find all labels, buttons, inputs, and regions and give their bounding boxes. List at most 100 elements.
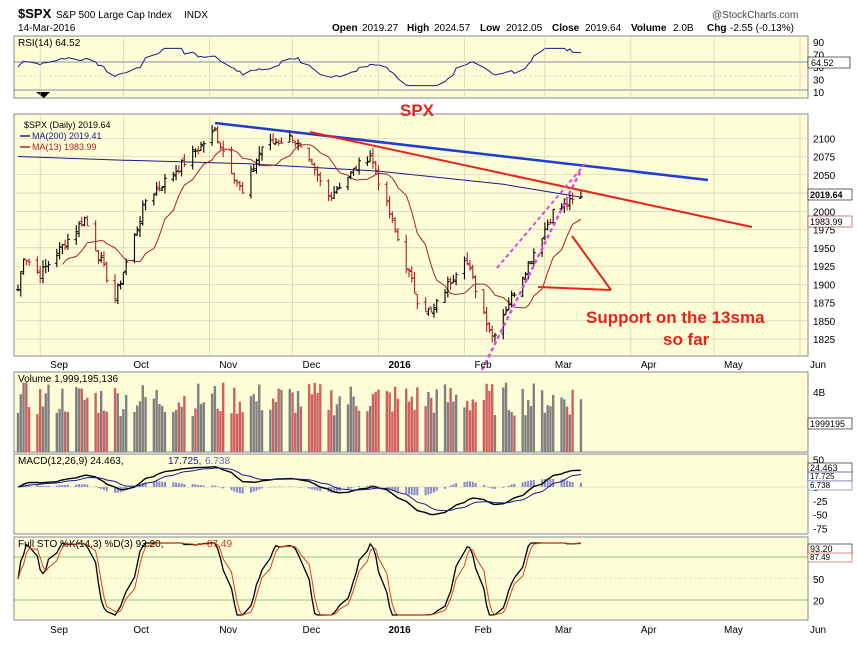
volume-bar [203,402,205,452]
macd-histogram-bar [103,487,105,490]
macd-histogram-bar [411,487,413,495]
volume-bar [494,415,496,452]
price-tick-label: 1875 [813,299,836,310]
volume-bar [563,399,565,452]
volume-bar [36,414,38,452]
macd-histogram-bar [569,481,571,487]
volume-bar [178,402,180,452]
volume-bar [289,389,291,452]
volume-bar [560,397,562,452]
volume-bar [58,409,60,452]
month-tick-label: Apr [641,360,657,371]
header: $SPX S&P 500 Large Cap Index INDX 14-Mar… [18,6,798,34]
volume-bar [197,384,199,452]
volume-bar [139,401,141,452]
volume-bar [472,399,474,452]
volume-bar [314,383,316,452]
volume-bar [552,395,554,452]
low-label: Low [480,23,500,34]
rsi-label: RSI(14) 64.52 [18,38,81,49]
volume-bar [261,410,263,452]
month-tick-label: 2016 [388,625,411,636]
volume-bar [352,397,354,452]
macd-histogram-bar [466,481,468,487]
price-tick-label: 2075 [813,153,836,164]
macd-histogram-bar [472,482,474,487]
month-tick-label: Sep [50,360,68,371]
macd-histogram-bar [255,487,257,491]
volume-bar [569,415,571,452]
macd-histogram-bar [194,484,196,487]
volume-bar [488,391,490,452]
macd-histogram-bar [430,487,432,494]
volume-bar [336,404,338,452]
volume-bar [513,416,515,452]
macd-histogram-bar [486,486,488,487]
volume-bar [530,406,532,452]
volume-bar [549,406,551,452]
macd-histogram-bar [561,479,563,487]
volume-bar [424,406,426,452]
macd-histogram-bar [214,486,216,487]
volume-bar [452,402,454,452]
macd-panel: MACD(12,26,9) 24.463, 17.725, 6.738 5025… [14,454,852,535]
exchange: INDX [184,10,208,21]
sto-panel: Full STO %K(14,3) %D(3) 93.20, 87.49 805… [14,537,852,636]
month-tick-label: Feb [474,625,492,636]
volume-bar [103,411,105,452]
volume-bar [447,402,449,452]
macd-histogram-bar [161,482,163,487]
macd-histogram-bar [513,484,515,487]
macd-histogram-bar [405,487,407,494]
volume-bar [544,413,546,452]
volume-bar [405,389,407,452]
volume-label: Volume [631,23,667,34]
macd-tick-label: -25 [813,497,828,508]
annotation-line2: so far [663,330,710,349]
month-tick-label: Dec [303,625,321,636]
macd-histogram-bar [408,487,410,495]
vol-tick-4b: 4B [813,388,826,399]
macd-histogram-bar [316,487,318,491]
volume-bar [375,392,377,452]
symbol: $SPX [18,6,52,21]
volume-bar [521,389,523,452]
macd-histogram-bar [156,481,158,487]
volume-bar [233,388,235,452]
volume-bar [47,385,49,452]
month-tick-label: Feb [474,360,492,371]
macd-histogram-bar [397,487,399,492]
macd-histogram-bar [84,484,86,487]
close-badge-text: 2019.64 [810,190,843,200]
macd-histogram-bar [183,484,185,487]
macd-hist-badge-text: 6.738 [810,481,831,490]
chg-value: -2.55 (-0.13%) [730,23,794,34]
macd-histogram-bar [197,485,199,487]
macd-histogram-bar [414,487,416,495]
volume-bar [436,389,438,452]
volume-bar [106,412,108,452]
volume-bar [580,399,582,452]
macd-histogram-bar [175,483,177,487]
volume-bar [222,383,224,452]
chart-date: 14-Mar-2016 [18,23,76,34]
volume-panel-label: Volume 1,999,195,136 [18,374,119,385]
volume-bar [64,412,66,452]
macd-histogram-bar [463,482,465,487]
macd-histogram-bar [45,486,47,487]
volume-bar [388,392,390,452]
month-tick-label: Jun [810,625,826,636]
volume-bar [502,388,504,452]
rsi-tick-label: 10 [813,88,825,99]
volume-bar [161,406,163,452]
close-label: Close [552,23,580,34]
volume-bar [483,400,485,452]
month-tick-label: Mar [555,360,573,371]
volume-bar [183,396,185,452]
month-tick-label: May [724,360,743,371]
volume-bar [408,402,410,452]
volume-bar [333,415,335,452]
month-tick-label: Sep [50,625,68,636]
volume-bar [97,413,99,452]
